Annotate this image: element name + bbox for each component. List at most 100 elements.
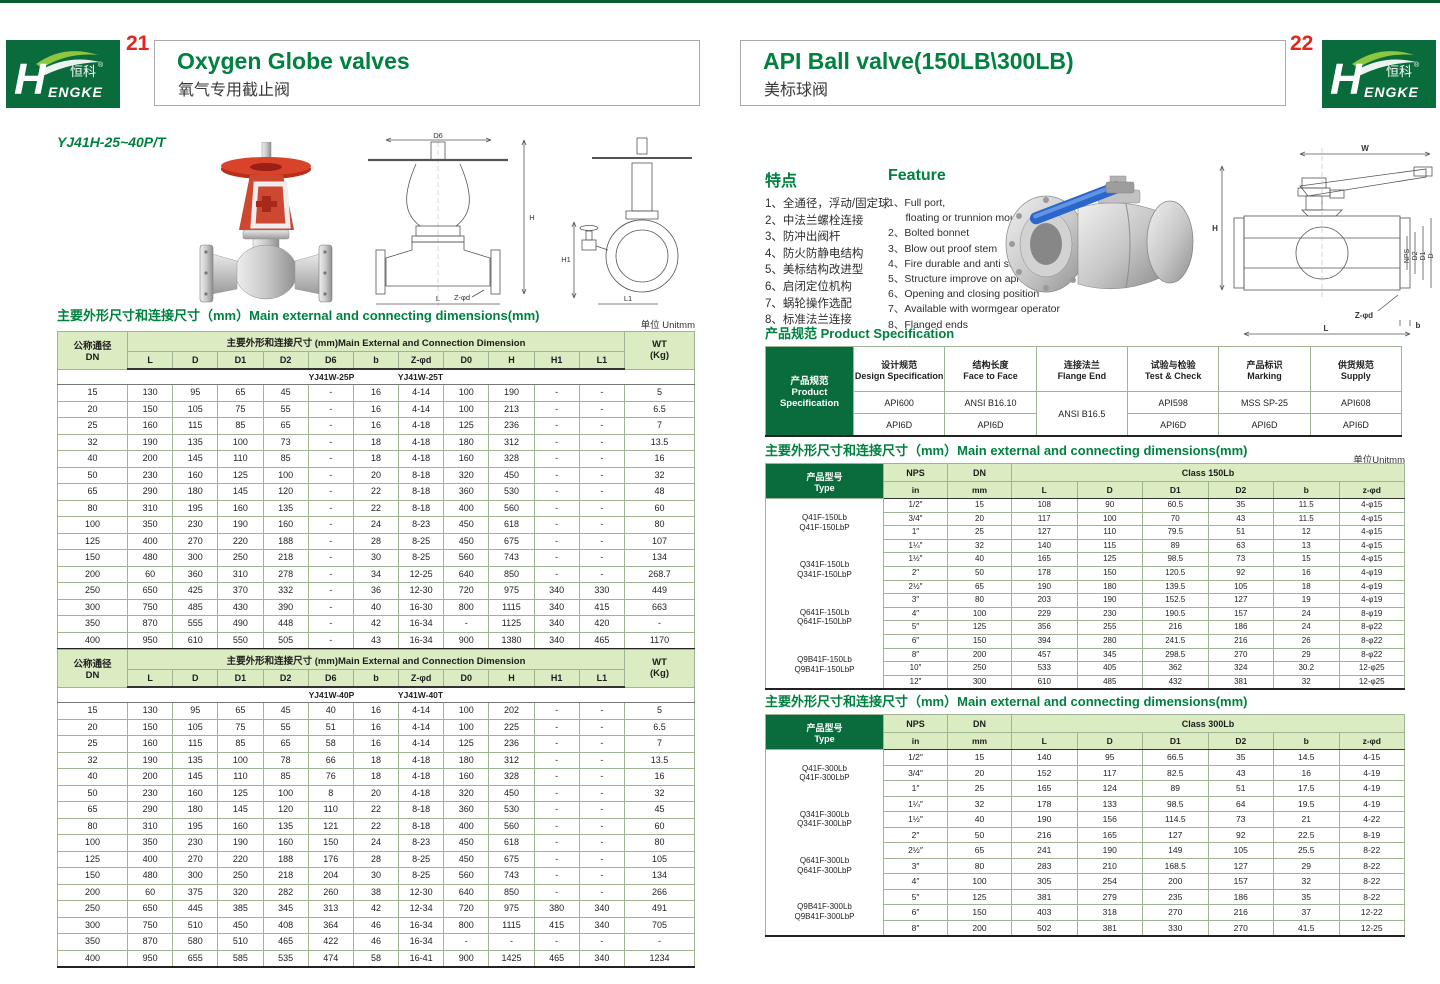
- cell: 145: [217, 801, 264, 819]
- cell: 42: [352, 615, 400, 633]
- cell: 422: [307, 933, 354, 951]
- cell: -: [443, 615, 490, 633]
- cell: 160: [262, 516, 309, 534]
- cell: 127: [1207, 857, 1274, 874]
- dim-label-d2: D2: [1412, 251, 1419, 260]
- cell: 360: [443, 483, 490, 501]
- cell: -: [307, 483, 354, 501]
- cell: -: [533, 565, 580, 583]
- table-row: 2½″ 65 241 190 149 105 25.5 8-22: [766, 842, 1405, 859]
- table-row: 150 480 300 250 218-30 8-25 560 743- -134: [57, 549, 695, 567]
- cell: 85: [262, 450, 309, 468]
- cell: 298.5: [1142, 647, 1209, 663]
- cell: 375: [172, 883, 219, 901]
- cell: 134: [624, 867, 695, 885]
- cell: 750: [126, 916, 174, 934]
- cell: 66.5: [1142, 749, 1209, 766]
- table-row: 350 870 580 510 465 422 46 16-34- - - - -: [57, 933, 695, 951]
- cell: 250: [217, 867, 264, 885]
- cell: 78: [262, 751, 309, 769]
- cell: 230: [1076, 606, 1143, 622]
- cell: -: [533, 817, 580, 835]
- cell: 32: [57, 751, 128, 769]
- cell: 16: [352, 384, 400, 402]
- cell: 6.5: [624, 718, 695, 736]
- dn-header: 公称通径 DN: [57, 331, 128, 370]
- features-cn-title: 特点: [765, 173, 798, 190]
- cell: 4-φ19: [1338, 565, 1405, 581]
- column-header: D0: [443, 669, 490, 688]
- cell: 270: [172, 532, 219, 550]
- cell: 80: [57, 817, 128, 835]
- cell: 152: [1011, 764, 1078, 781]
- cell: 381: [1076, 919, 1143, 937]
- column-header: z-φd: [1338, 481, 1405, 499]
- list-item: 3、防冲出阀杆: [765, 231, 841, 244]
- cell: 3″: [883, 593, 948, 608]
- dim-label-d: D: [1428, 253, 1435, 258]
- spec-cell: API6D: [852, 413, 946, 437]
- cell: 279: [1076, 888, 1143, 905]
- column-header: L1: [578, 669, 626, 688]
- cell: 73: [1207, 811, 1274, 828]
- cell: 190: [1011, 579, 1078, 595]
- cell: 150: [947, 633, 1012, 649]
- cell: -: [307, 598, 354, 616]
- dim-label-nps: NPS: [1404, 248, 1411, 263]
- table-body-rows: 15 130 95 65 45-16 4-14 100 190- -5 20 150 105 75 55-…: [57, 384, 695, 650]
- cell: 190: [488, 384, 535, 402]
- cell: 152.5: [1142, 593, 1209, 608]
- cell: 505: [262, 631, 309, 650]
- cell: 445: [172, 900, 219, 918]
- cell: 550: [217, 631, 264, 650]
- cell: -: [533, 801, 580, 819]
- cell: 18: [352, 433, 400, 451]
- cell: 200: [126, 450, 174, 468]
- cell: 51: [1207, 525, 1274, 540]
- ball-valve-drawing: W H NPS D2 D1 D Z-φd b L: [1212, 144, 1435, 337]
- title-box-right: API Ball valve(150LB\300LB) 美标球阀: [740, 40, 1286, 106]
- cell: 580: [172, 933, 219, 951]
- cell: 555: [172, 615, 219, 633]
- cell: 22: [352, 499, 400, 517]
- cell: 400: [443, 817, 490, 835]
- cell: 125: [217, 784, 264, 802]
- cell: 65: [947, 842, 1012, 859]
- cell: 8-23: [398, 834, 445, 852]
- cell: 8″: [883, 647, 948, 663]
- cell: 21: [1273, 811, 1340, 828]
- cell: 130: [126, 702, 174, 720]
- cell: 190.5: [1142, 606, 1209, 622]
- cell: 30: [352, 867, 400, 885]
- cell: 200: [57, 565, 128, 583]
- cell: 560: [488, 817, 535, 835]
- spec-left-cell: 产品规范 Product Specification: [765, 346, 854, 437]
- cell: 8-22: [1338, 873, 1405, 890]
- cell: 8-22: [1338, 857, 1405, 874]
- cell: 160: [172, 784, 219, 802]
- cell: 950: [126, 631, 174, 650]
- cell: 320: [443, 784, 490, 802]
- cell: 6″: [883, 633, 948, 649]
- cell: 60: [126, 565, 174, 583]
- cell: 200: [1142, 873, 1209, 890]
- cell: 35: [1207, 749, 1274, 766]
- cell: -: [488, 933, 535, 951]
- cell: 60: [126, 883, 174, 901]
- column-header: D: [1076, 732, 1143, 750]
- list-item: 6、Opening and closing position: [888, 288, 1040, 301]
- dim-label-zphid: Z-φd: [1355, 311, 1373, 320]
- cell: 160: [126, 735, 174, 753]
- list-item: 5、美标结构改进型: [765, 264, 864, 277]
- dimension-table-300: 产品型号 Type NPS DN Class 300Lb in mm L D D1 D…: [765, 714, 1405, 937]
- cell: 29: [1273, 857, 1340, 874]
- table-row: 350 870 555 490 448-42 16-34-1125 340 420-: [57, 615, 695, 633]
- cell: 502: [1011, 919, 1078, 937]
- cell: 114.5: [1142, 811, 1209, 828]
- cell: 4-φ15: [1338, 511, 1405, 527]
- dim-label-b: b: [1416, 321, 1421, 330]
- dim-label-w: W: [1361, 144, 1369, 153]
- table-row: 250 650 445 385 345 313 42 12-34 720 975 380 340 491: [57, 900, 695, 918]
- cell: 176: [307, 850, 354, 868]
